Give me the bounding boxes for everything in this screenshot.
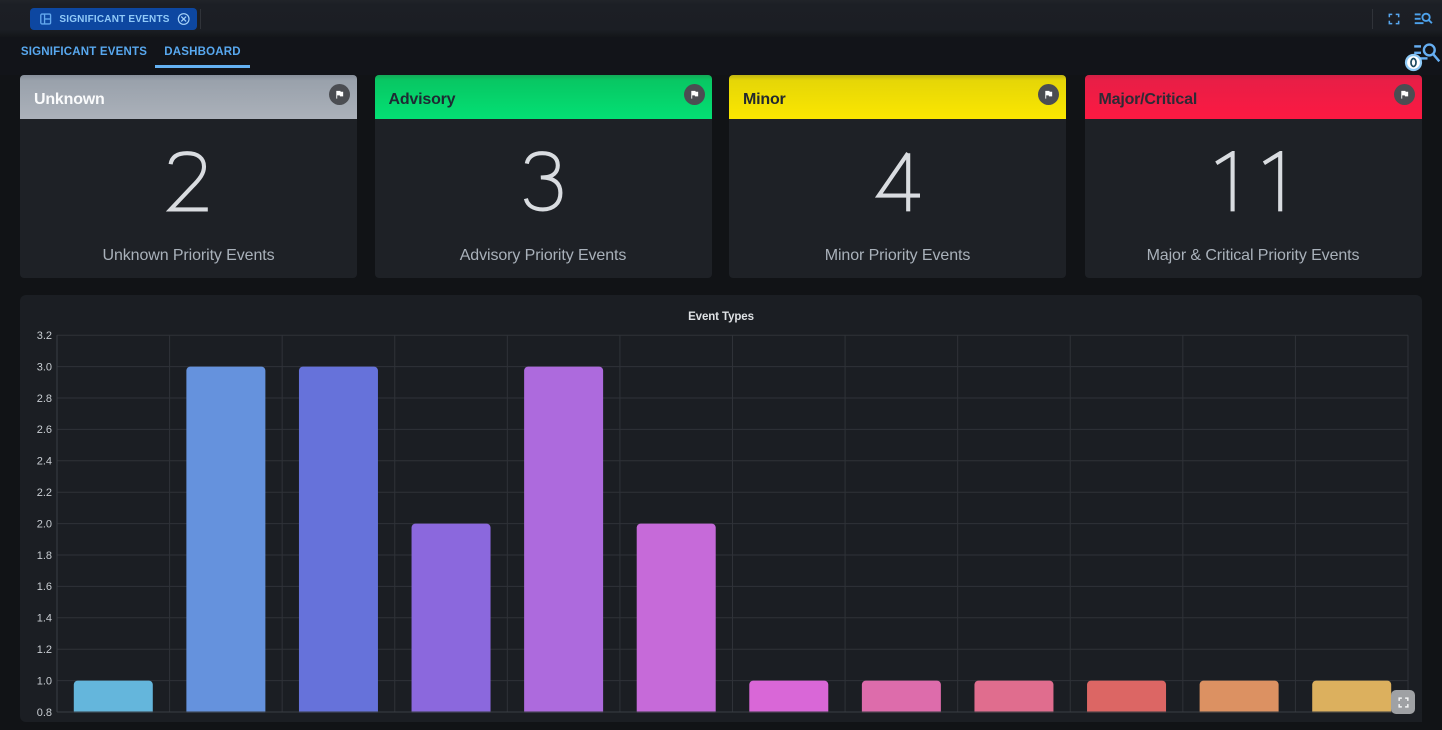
svg-text:1.8: 1.8: [37, 550, 52, 562]
svg-text:2.6: 2.6: [37, 424, 52, 436]
svg-text:1.0: 1.0: [37, 675, 52, 687]
svg-text:2.4: 2.4: [37, 456, 52, 468]
svg-text:1.6: 1.6: [37, 581, 52, 593]
svg-text:1.4: 1.4: [37, 613, 52, 625]
svg-text:2.0: 2.0: [37, 518, 52, 530]
svg-text:1.2: 1.2: [37, 644, 52, 656]
svg-text:2.8: 2.8: [37, 393, 52, 405]
svg-text:0.8: 0.8: [37, 707, 52, 719]
svg-text:3.2: 3.2: [37, 330, 52, 342]
svg-text:3.0: 3.0: [37, 361, 52, 373]
svg-text:2.2: 2.2: [37, 487, 52, 499]
